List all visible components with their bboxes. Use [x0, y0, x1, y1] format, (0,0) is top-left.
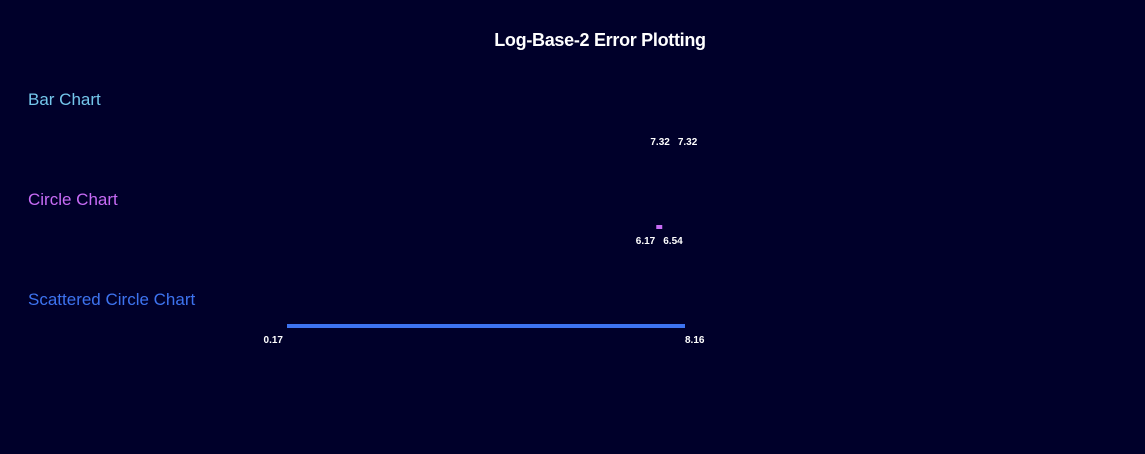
low-value-label-scattered-circle-chart: 0.17: [264, 335, 284, 346]
chart-title: Log-Base-2 Error Plotting: [494, 30, 706, 50]
high-value-label-scattered-circle-chart: 8.16: [685, 335, 705, 346]
low-value-label-bar-chart: 7.32: [650, 137, 670, 148]
high-value-label-circle-chart: 6.54: [663, 236, 683, 247]
series-label-scattered-circle-chart: Scattered Circle Chart: [28, 290, 196, 309]
series-label-circle-chart: Circle Chart: [28, 190, 118, 209]
low-value-label-circle-chart: 6.17: [636, 236, 656, 247]
high-value-label-bar-chart: 7.32: [678, 137, 698, 148]
series-label-bar-chart: Bar Chart: [28, 90, 101, 109]
